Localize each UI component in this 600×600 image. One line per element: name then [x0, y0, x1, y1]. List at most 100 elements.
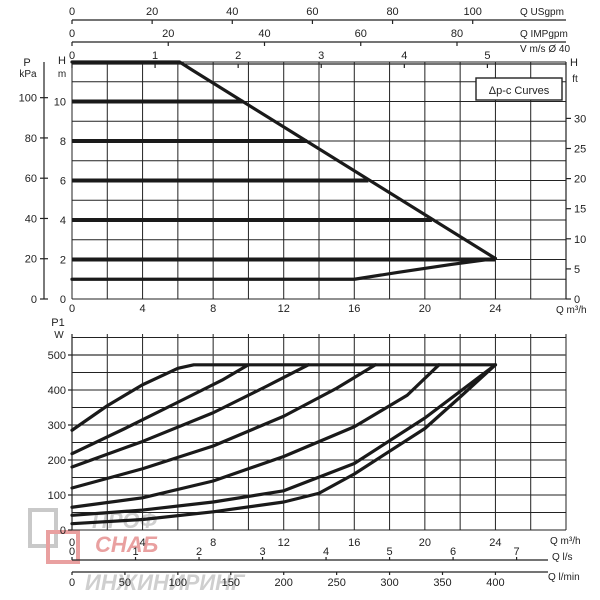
imp-gpm-axis-label: Q IMPgpm [520, 29, 568, 40]
p-tick-label: 20 [25, 254, 37, 266]
h-m-tick-label: 4 [60, 215, 66, 227]
min-head-curve [70, 256, 498, 281]
power-curve-3 [70, 363, 311, 469]
top-q-tick-label: 16 [348, 303, 360, 315]
lmin-tick-label: 50 [119, 577, 131, 589]
lmin-axis-label: Q l/min [548, 572, 580, 583]
bottom-q-tick-label: 24 [489, 537, 501, 549]
bottom-q-tick-label: 16 [348, 537, 360, 549]
power-tick-label: 200 [48, 455, 66, 467]
chart-grid [71, 61, 567, 531]
bottom-q-tick-label: 4 [140, 537, 146, 549]
power-curve-4 [70, 363, 378, 490]
chart-axes [40, 19, 571, 575]
velocity-tick-label: 2 [235, 50, 241, 62]
ft-tick-label: 25 [574, 144, 586, 156]
lmin-tick-label: 0 [69, 577, 75, 589]
us-gpm-tick-label: 0 [69, 6, 75, 18]
lmin-tick-label: 400 [486, 577, 504, 589]
bottom-q-axis-label: Q m³/h [550, 536, 581, 547]
velocity-tick-label: 0 [69, 50, 75, 62]
ls-tick-label: 0 [69, 546, 75, 558]
h-ft-axis-unit: ft [572, 74, 578, 85]
lmin-tick-label: 350 [433, 577, 451, 589]
p-tick-label: 40 [25, 213, 37, 225]
velocity-axis-label: V m/s Ø 40 [520, 44, 570, 55]
ft-tick-label: 0 [574, 294, 580, 306]
power-curve-1 [70, 363, 498, 432]
h-m-tick-label: 2 [60, 255, 66, 267]
h-ft-axis-title: H [570, 57, 578, 69]
p-axis-title: P [23, 57, 30, 69]
p-tick-label: 0 [31, 294, 37, 306]
h-m-axis-title: H [58, 55, 66, 67]
watermark-logo-shape [46, 530, 80, 564]
imp-gpm-tick-label: 20 [162, 28, 174, 40]
ls-tick-label: 2 [196, 546, 202, 558]
ls-tick-label: 5 [387, 546, 393, 558]
h-m-tick-label: 0 [60, 294, 66, 306]
h-m-tick-label: 6 [60, 176, 66, 188]
bottom-q-tick-label: 20 [419, 537, 431, 549]
power-tick-label: 300 [48, 420, 66, 432]
ls-tick-label: 1 [132, 546, 138, 558]
h-m-tick-label: 10 [54, 97, 66, 109]
imp-gpm-tick-label: 80 [451, 28, 463, 40]
legend-box [475, 77, 563, 101]
lmin-tick-label: 200 [275, 577, 293, 589]
velocity-tick-label: 1 [152, 50, 158, 62]
ft-tick-label: 5 [574, 264, 580, 276]
imp-gpm-tick-label: 0 [69, 28, 75, 40]
p-tick-label: 100 [19, 93, 37, 105]
h-m-tick-label: 8 [60, 136, 66, 148]
legend-label: Δp-c Curves [489, 85, 550, 97]
top-q-tick-label: 24 [489, 303, 501, 315]
p-tick-label: 80 [25, 133, 37, 145]
h-m-axis-unit: m [58, 69, 66, 80]
velocity-tick-label: 4 [401, 50, 407, 62]
chart-curves [70, 60, 498, 526]
bottom-q-tick-label: 8 [210, 537, 216, 549]
top-q-tick-label: 4 [140, 303, 146, 315]
bottom-q-tick-label: 0 [69, 537, 75, 549]
lmin-tick-label: 300 [380, 577, 398, 589]
ft-tick-label: 15 [574, 204, 586, 216]
p-tick-label: 60 [25, 173, 37, 185]
watermark-line2: СНАБ [95, 532, 158, 557]
us-gpm-tick-label: 80 [386, 6, 398, 18]
power-tick-label: 500 [48, 350, 66, 362]
us-gpm-tick-label: 40 [226, 6, 238, 18]
imp-gpm-tick-label: 60 [355, 28, 367, 40]
max-head-envelope [70, 60, 498, 261]
bottom-q-tick-label: 12 [278, 537, 290, 549]
p-axis-unit: kPa [19, 69, 37, 80]
us-gpm-axis-label: Q USgpm [520, 7, 564, 18]
velocity-tick-label: 5 [484, 50, 490, 62]
watermark-logo-shape [28, 508, 58, 548]
velocity-tick-label: 3 [318, 50, 324, 62]
lmin-tick-label: 100 [169, 577, 187, 589]
chart-tick-labels: 020406080100PkPa0246810Hm051015202530Hft… [19, 6, 587, 589]
power-curve-2 [70, 363, 251, 456]
power-axis-title: P1 [51, 317, 64, 329]
power-curve-6 [70, 363, 498, 517]
ft-tick-label: 10 [574, 234, 586, 246]
power-curve-5 [70, 363, 441, 509]
watermark-line3: ИНЖИНИРИНГ [85, 570, 246, 595]
top-q-tick-label: 12 [278, 303, 290, 315]
ls-tick-label: 6 [450, 546, 456, 558]
ls-axis-label: Q l/s [552, 552, 573, 563]
lmin-tick-label: 250 [327, 577, 345, 589]
lmin-tick-label: 150 [222, 577, 240, 589]
us-gpm-tick-label: 20 [146, 6, 158, 18]
power-curve-7 [70, 363, 498, 526]
top-q-axis-label: Q m³/h [556, 305, 587, 316]
top-q-tick-label: 20 [419, 303, 431, 315]
power-tick-label: 400 [48, 385, 66, 397]
ls-tick-label: 4 [323, 546, 329, 558]
power-tick-label: 0 [60, 525, 66, 537]
top-q-tick-label: 8 [210, 303, 216, 315]
imp-gpm-tick-label: 40 [258, 28, 270, 40]
ls-tick-label: 3 [259, 546, 265, 558]
